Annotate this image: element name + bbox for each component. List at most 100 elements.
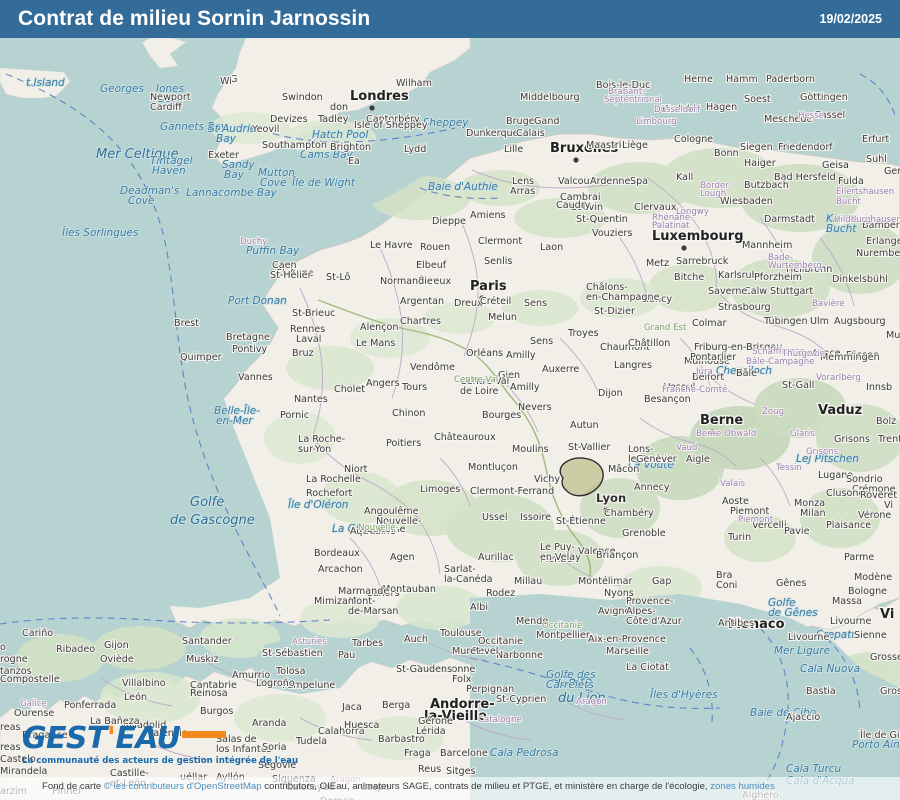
svg-text:Auch: Auch <box>404 634 428 645</box>
svg-text:Montauban: Montauban <box>382 584 436 595</box>
svg-text:Lille: Lille <box>504 144 523 155</box>
svg-text:Bade-: Bade- <box>768 253 793 263</box>
svg-text:Lyon: Lyon <box>596 491 626 505</box>
svg-text:Moulins: Moulins <box>512 444 549 455</box>
svg-text:Fulda: Fulda <box>838 176 864 187</box>
svg-text:Gérone: Gérone <box>418 715 453 727</box>
svg-text:Yeovil: Yeovil <box>251 124 279 135</box>
svg-text:Le Havre: Le Havre <box>370 240 413 251</box>
svg-text:Calw: Calw <box>744 286 767 297</box>
svg-text:Gera: Gera <box>884 166 900 177</box>
svg-text:Bitche: Bitche <box>674 272 704 283</box>
svg-text:Strasbourg: Strasbourg <box>718 302 771 313</box>
svg-text:Wurtemberg: Wurtemberg <box>768 261 822 271</box>
page-title: Contrat de milieu Sornin Jarnossin <box>18 7 371 30</box>
svg-text:Mannheim: Mannheim <box>742 240 792 251</box>
highlight-polygon-sornin-jarnossin[interactable] <box>559 457 604 497</box>
svg-text:Marseille: Marseille <box>606 646 649 657</box>
svg-text:Mimizan: Mimizan <box>314 596 354 607</box>
svg-text:Poitiers: Poitiers <box>386 438 421 449</box>
svg-text:Provence-: Provence- <box>626 596 674 607</box>
svg-text:Sens: Sens <box>524 298 547 309</box>
svg-text:Paderborn: Paderborn <box>766 74 815 85</box>
svg-text:Cantabrie: Cantabrie <box>190 680 237 691</box>
svg-text:Vaud: Vaud <box>676 443 697 453</box>
svg-text:Caen: Caen <box>272 260 297 271</box>
svg-text:Golfe: Golfe <box>190 495 224 510</box>
svg-text:Bordeaux: Bordeaux <box>314 548 360 559</box>
svg-text:en-Velay: en-Velay <box>540 552 581 563</box>
svg-text:Albi: Albi <box>470 602 488 613</box>
svg-text:St Audries: St Audries <box>208 123 262 135</box>
svg-text:La Bañeza: La Bañeza <box>90 716 140 727</box>
map-canvas[interactable]: Mer Celtique Golfe de Gascogne Golfe du … <box>0 38 900 800</box>
svg-text:Narbonne: Narbonne <box>496 650 543 661</box>
svg-text:Laval: Laval <box>296 334 321 345</box>
svg-text:Constance: Constance <box>790 348 841 359</box>
svg-text:Pavie: Pavie <box>784 526 810 537</box>
svg-text:Sandy: Sandy <box>222 159 255 171</box>
svg-text:Füssen: Füssen <box>846 350 879 361</box>
svg-text:Côte d'Azur: Côte d'Azur <box>626 615 682 627</box>
svg-text:Tudela: Tudela <box>295 736 327 747</box>
svg-text:Paris: Paris <box>470 279 507 294</box>
svg-text:Cahors: Cahors <box>366 588 399 599</box>
svg-text:Calais: Calais <box>516 128 545 139</box>
svg-text:le-Saunier: le-Saunier <box>628 454 677 465</box>
svg-text:Vercelli: Vercelli <box>752 520 787 531</box>
svg-text:Vorarlberg: Vorarlberg <box>816 373 861 383</box>
svg-text:Melun: Melun <box>488 312 517 323</box>
svg-text:Ussel: Ussel <box>482 512 508 523</box>
map-attribution: Fond de carte © les contributeurs d'Open… <box>0 777 900 800</box>
header-date: 19/02/2025 <box>819 12 882 26</box>
svg-text:St-Étienne: St-Étienne <box>556 514 606 527</box>
svg-text:La Rochelle: La Rochelle <box>306 474 361 485</box>
svg-text:Aoste: Aoste <box>722 496 749 507</box>
svg-text:Pontivy: Pontivy <box>232 344 267 355</box>
svg-text:Huesca: Huesca <box>344 720 379 731</box>
svg-text:Cantorbéry: Cantorbéry <box>366 113 420 125</box>
svg-text:Pampelune: Pampelune <box>282 680 335 691</box>
attribution-osm-link[interactable]: © les contributeurs d'OpenStreetMap <box>103 781 262 793</box>
svg-text:Rhénane-: Rhénane- <box>652 212 693 223</box>
svg-text:Devizes: Devizes <box>270 114 308 125</box>
svg-text:Cove: Cove <box>260 177 286 189</box>
svg-text:Vesoul: Vesoul <box>664 382 695 393</box>
svg-text:Bay: Bay <box>216 133 237 145</box>
svg-text:Bamberg: Bamberg <box>862 220 900 231</box>
svg-text:Cardiff: Cardiff <box>150 102 182 113</box>
svg-text:Bourges: Bourges <box>482 410 521 421</box>
svg-text:Darmstadt: Darmstadt <box>764 214 815 225</box>
svg-text:Berga: Berga <box>382 700 410 711</box>
sea-areas <box>0 38 900 800</box>
svg-text:Auxerre: Auxerre <box>542 364 579 375</box>
attribution-zones-humides-link[interactable]: zones humides <box>710 781 775 793</box>
svg-text:Mun: Mun <box>886 330 900 341</box>
svg-text:Glaris: Glaris <box>790 429 815 439</box>
svg-text:Bâle: Bâle <box>736 367 757 379</box>
svg-text:Lej Pitschen: Lej Pitschen <box>796 453 859 465</box>
svg-text:Thurgovie: Thurgovie <box>781 349 825 359</box>
svg-text:Colmar: Colmar <box>692 318 726 329</box>
svg-text:Dreux: Dreux <box>454 298 483 309</box>
svg-text:Coni: Coni <box>716 580 737 591</box>
svg-text:Karlsruhe: Karlsruhe <box>718 270 764 281</box>
svg-text:Haiger: Haiger <box>744 158 776 169</box>
svg-text:Cala Pedrosa: Cala Pedrosa <box>490 747 559 759</box>
svg-text:Gap: Gap <box>652 576 671 587</box>
svg-text:Valladolid: Valladolid <box>120 720 166 731</box>
svg-text:du Lion: du Lion <box>558 691 606 706</box>
svg-text:Châlons-: Châlons- <box>586 281 628 293</box>
map-svg[interactable]: Mer Celtique Golfe de Gascogne Golfe du … <box>0 38 900 800</box>
svg-text:Catalogne: Catalogne <box>478 715 522 725</box>
svg-text:Gijon: Gijon <box>104 640 129 651</box>
svg-text:Bruxelles: Bruxelles <box>550 141 619 156</box>
svg-text:Vérone: Vérone <box>858 509 891 521</box>
svg-text:Chambéry: Chambéry <box>604 507 654 519</box>
svg-text:Mende: Mende <box>540 554 572 565</box>
svg-text:Amurrio: Amurrio <box>232 670 270 681</box>
svg-text:la-Canéda: la-Canéda <box>444 573 493 585</box>
svg-text:Mâcon: Mâcon <box>608 463 639 475</box>
svg-text:Metz: Metz <box>646 258 669 269</box>
svg-text:Îles d'Hyères: Îles d'Hyères <box>650 688 718 701</box>
